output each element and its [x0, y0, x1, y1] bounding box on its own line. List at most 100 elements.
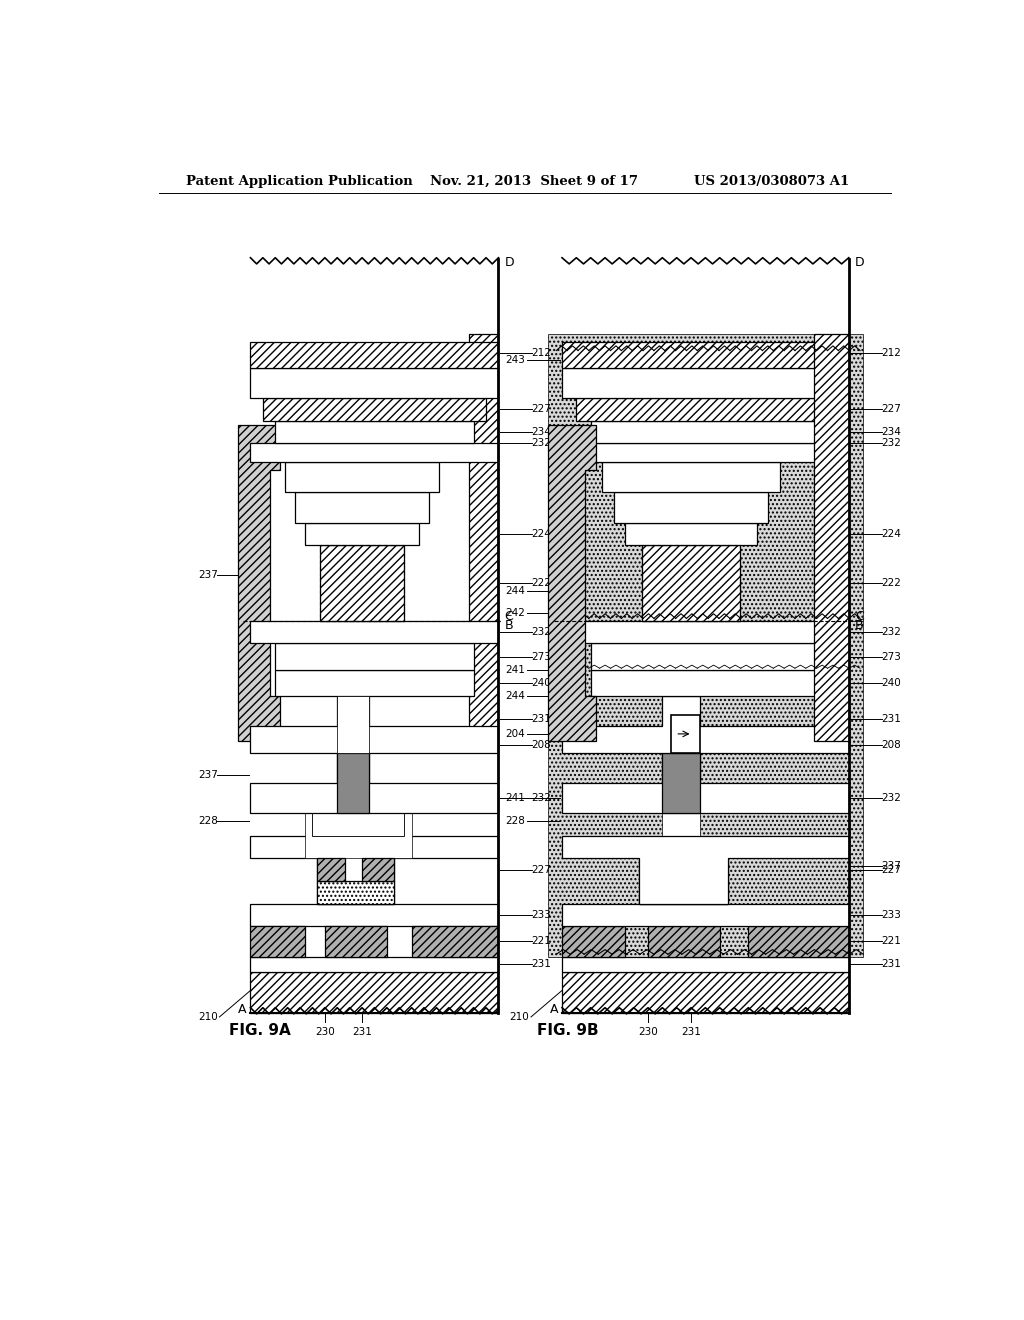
- Polygon shape: [548, 620, 863, 957]
- Text: D: D: [855, 256, 864, 269]
- Text: 243: 243: [506, 355, 525, 366]
- Text: 241: 241: [506, 793, 525, 803]
- Text: FIG. 9B: FIG. 9B: [538, 1023, 599, 1038]
- Text: 210: 210: [510, 1012, 529, 1022]
- Text: 232: 232: [882, 793, 901, 803]
- Text: 231: 231: [882, 714, 901, 723]
- Text: 244: 244: [506, 692, 525, 701]
- Text: 224: 224: [882, 529, 901, 539]
- Polygon shape: [275, 643, 474, 669]
- Polygon shape: [562, 342, 849, 368]
- Bar: [319, 545, 404, 620]
- Text: Nov. 21, 2013  Sheet 9 of 17: Nov. 21, 2013 Sheet 9 of 17: [430, 176, 638, 187]
- Text: 212: 212: [882, 348, 901, 358]
- Text: 227: 227: [882, 865, 901, 875]
- Polygon shape: [337, 752, 370, 813]
- Text: 237: 237: [198, 570, 218, 581]
- Text: 231: 231: [882, 960, 901, 969]
- Polygon shape: [591, 421, 820, 444]
- Text: 232: 232: [882, 438, 901, 449]
- Polygon shape: [251, 752, 499, 813]
- Text: FIG. 9A: FIG. 9A: [228, 1023, 291, 1038]
- Polygon shape: [251, 368, 499, 399]
- Polygon shape: [251, 904, 499, 927]
- Polygon shape: [639, 858, 671, 880]
- Text: 231: 231: [352, 1027, 372, 1038]
- Text: 231: 231: [531, 960, 551, 969]
- Polygon shape: [639, 880, 728, 904]
- Polygon shape: [562, 752, 849, 813]
- Polygon shape: [469, 334, 499, 742]
- Polygon shape: [663, 752, 699, 813]
- Polygon shape: [305, 813, 412, 858]
- Text: 212: 212: [531, 348, 551, 358]
- Polygon shape: [562, 696, 849, 752]
- Text: 222: 222: [882, 578, 901, 587]
- Polygon shape: [319, 545, 404, 620]
- Polygon shape: [602, 462, 780, 492]
- Text: A: A: [238, 1003, 247, 1016]
- Text: 227: 227: [531, 865, 551, 875]
- Text: US 2013/0308073 A1: US 2013/0308073 A1: [693, 176, 849, 187]
- Polygon shape: [671, 715, 699, 752]
- Polygon shape: [562, 957, 849, 972]
- Text: 228: 228: [198, 816, 218, 826]
- Text: 237: 237: [882, 861, 901, 871]
- Text: 240: 240: [882, 678, 901, 688]
- Text: 234: 234: [882, 428, 901, 437]
- Text: 237: 237: [198, 771, 218, 780]
- Polygon shape: [295, 492, 429, 523]
- Polygon shape: [648, 927, 720, 957]
- Text: 221: 221: [531, 936, 551, 946]
- Polygon shape: [251, 836, 499, 904]
- Polygon shape: [548, 334, 863, 620]
- Text: 231: 231: [681, 1027, 701, 1038]
- Polygon shape: [613, 492, 768, 523]
- Polygon shape: [251, 696, 499, 752]
- Text: 233: 233: [882, 909, 901, 920]
- Text: A: A: [550, 1003, 558, 1016]
- Text: 204: 204: [506, 729, 525, 739]
- Polygon shape: [591, 643, 820, 669]
- Text: 232: 232: [531, 627, 551, 638]
- Text: 228: 228: [506, 816, 525, 826]
- Polygon shape: [251, 444, 499, 462]
- Polygon shape: [305, 523, 419, 545]
- Polygon shape: [238, 425, 281, 742]
- Text: C: C: [855, 610, 863, 623]
- Text: 232: 232: [531, 438, 551, 449]
- Text: 230: 230: [315, 1027, 335, 1038]
- Text: 232: 232: [531, 793, 551, 803]
- Polygon shape: [814, 334, 849, 742]
- Text: C: C: [505, 610, 513, 623]
- Polygon shape: [251, 957, 499, 972]
- Text: 210: 210: [198, 1012, 218, 1022]
- Polygon shape: [562, 444, 849, 462]
- Text: 232: 232: [882, 627, 901, 638]
- Polygon shape: [562, 904, 849, 927]
- Text: 227: 227: [531, 404, 551, 414]
- Polygon shape: [412, 927, 499, 957]
- Text: 240: 240: [531, 678, 551, 688]
- Polygon shape: [548, 425, 596, 742]
- Text: 222: 222: [531, 578, 551, 587]
- Text: 208: 208: [882, 741, 901, 750]
- Polygon shape: [562, 972, 849, 1014]
- Polygon shape: [562, 368, 849, 399]
- Polygon shape: [251, 972, 499, 1014]
- Text: 234: 234: [531, 428, 551, 437]
- Polygon shape: [562, 620, 849, 643]
- Polygon shape: [317, 880, 394, 904]
- Polygon shape: [625, 523, 757, 545]
- Text: D: D: [505, 256, 514, 269]
- Text: Patent Application Publication: Patent Application Publication: [186, 176, 413, 187]
- Polygon shape: [317, 858, 345, 880]
- Polygon shape: [251, 620, 499, 643]
- Text: 224: 224: [531, 529, 551, 539]
- Polygon shape: [251, 927, 305, 957]
- Text: 227: 227: [882, 404, 901, 414]
- Polygon shape: [312, 813, 404, 836]
- Text: B: B: [855, 619, 863, 632]
- Text: 273: 273: [531, 652, 551, 661]
- Polygon shape: [562, 836, 849, 904]
